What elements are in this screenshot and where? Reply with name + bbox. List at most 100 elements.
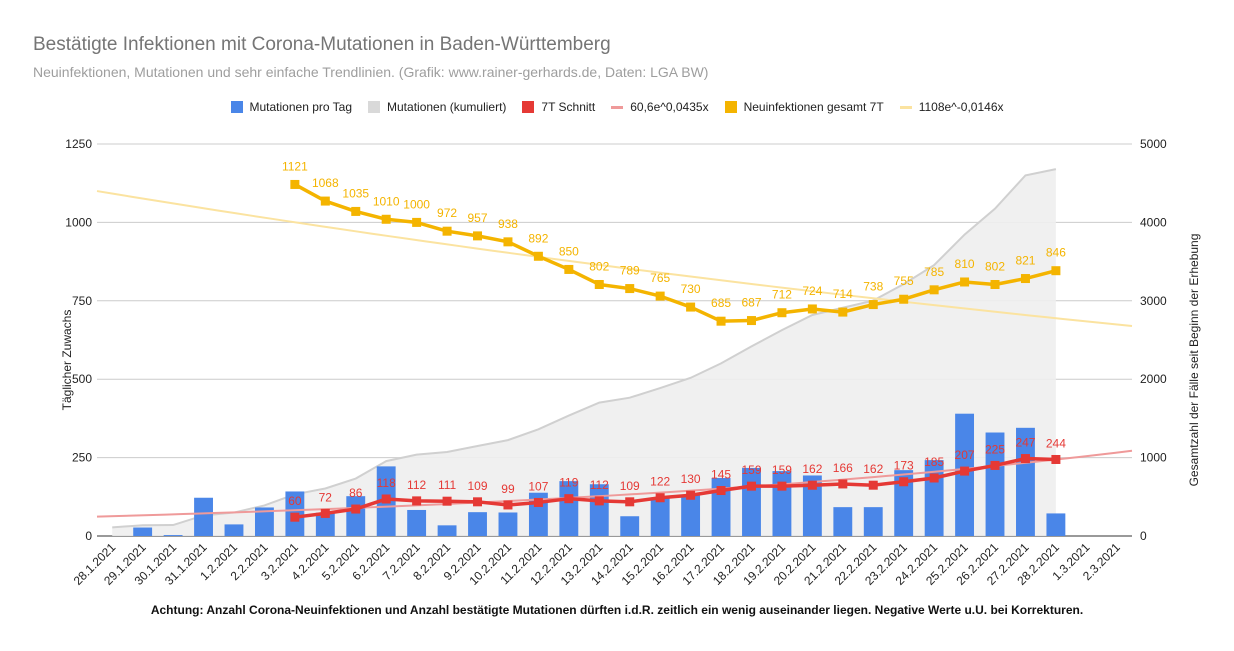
legend-swatch [230, 101, 243, 113]
data-label-neu: 938 [498, 217, 518, 231]
data-label-neu: 1068 [312, 176, 339, 190]
data-point-avg [960, 466, 970, 476]
y-left-tick-label: 750 [72, 294, 92, 308]
data-label-neu: 1010 [373, 194, 400, 208]
data-point-neu [320, 196, 330, 206]
bar [407, 509, 427, 536]
data-label-avg: 173 [894, 459, 914, 473]
data-point-avg [1020, 454, 1030, 464]
y-right-tick-label: 4000 [1140, 215, 1167, 229]
trendline [96, 190, 1133, 328]
data-point-avg [716, 486, 726, 496]
data-label-neu: 846 [1046, 246, 1066, 260]
data-point-avg [868, 480, 878, 490]
bar [802, 475, 822, 536]
data-point-neu [473, 231, 483, 241]
bar [589, 484, 609, 536]
bar [133, 527, 153, 536]
data-label-avg: 185 [924, 455, 944, 469]
data-point-avg [442, 496, 452, 506]
data-point-neu [960, 277, 970, 287]
data-point-neu [716, 316, 726, 326]
chart-title: Bestätigte Infektionen mit Corona-Mutati… [33, 34, 611, 55]
y-right-tick-label: 5000 [1140, 137, 1167, 151]
data-point-neu [594, 279, 604, 289]
data-label-avg: 112 [407, 478, 426, 492]
y-left-tick-label: 1000 [65, 215, 92, 229]
data-label-neu: 724 [802, 284, 822, 298]
data-label-neu: 685 [711, 296, 731, 310]
bar [1016, 427, 1035, 536]
data-label-avg: 130 [681, 472, 701, 486]
data-label-avg: 122 [650, 475, 670, 489]
data-point-neu [1051, 266, 1061, 276]
bar [468, 512, 487, 536]
data-label-neu: 765 [650, 271, 670, 285]
data-point-avg [564, 494, 574, 504]
bar [194, 497, 213, 536]
y-right-tick-label: 1000 [1140, 451, 1167, 465]
data-label-avg: 109 [467, 479, 487, 493]
data-point-neu [625, 284, 635, 294]
data-label-neu: 850 [559, 244, 579, 258]
data-point-neu [838, 307, 848, 317]
bar [742, 467, 761, 536]
legend-label: Mutationen pro Tag [249, 100, 353, 114]
data-point-neu [929, 285, 939, 295]
data-label-neu: 1121 [282, 159, 308, 173]
data-label-neu: 802 [589, 259, 609, 273]
legend-swatch [522, 101, 535, 113]
series-line-avg [294, 456, 1056, 519]
data-label-neu: 785 [924, 265, 944, 279]
data-point-avg [838, 479, 848, 489]
data-label-avg: 159 [772, 463, 792, 477]
y-left-tick-label: 1250 [65, 137, 92, 151]
bar [163, 535, 183, 536]
chart-footnote: Achtung: Anzahl Corona-Neuinfektionen un… [150, 603, 1084, 617]
data-label-avg: 111 [438, 478, 457, 492]
area-cumulative-line [112, 168, 1057, 529]
data-label-avg: 162 [863, 462, 883, 476]
y-left-tick-label: 0 [85, 529, 92, 543]
legend-swatch [724, 101, 737, 113]
data-point-neu [990, 279, 1000, 289]
data-point-neu [655, 291, 665, 301]
bar [681, 495, 701, 536]
data-label-neu: 892 [528, 231, 548, 245]
y-right-axis-title: Gesamtzahl der Fälle seit Beginn der Erh… [1187, 234, 1201, 487]
data-label-neu: 738 [863, 280, 883, 294]
data-point-avg [594, 496, 604, 506]
data-label-avg: 99 [501, 482, 515, 496]
y-left-tick-label: 500 [72, 372, 92, 386]
data-label-avg: 166 [833, 461, 853, 475]
data-point-avg [1051, 454, 1061, 464]
data-label-avg: 86 [349, 486, 363, 500]
legend-swatch [368, 101, 381, 113]
data-label-avg: 107 [528, 479, 548, 493]
bar [833, 507, 853, 536]
data-label-avg: 72 [319, 490, 333, 504]
data-label-neu: 789 [620, 264, 640, 278]
data-label-neu: 714 [833, 287, 853, 301]
data-point-avg [412, 496, 422, 506]
y-left-tick-label: 250 [72, 451, 92, 465]
y-right-tick-label: 3000 [1140, 294, 1167, 308]
data-label-avg: 109 [620, 479, 640, 493]
area-cumulative [112, 169, 1056, 536]
chart-subtitle: Neuinfektionen, Mutationen und sehr einf… [33, 64, 709, 80]
bar [650, 497, 670, 536]
bar [224, 524, 244, 536]
data-label-neu: 712 [772, 288, 792, 302]
bar [559, 481, 579, 536]
legend-label: 60,6e^0,0435x [630, 100, 709, 114]
data-point-neu [503, 237, 513, 247]
legend-swatch [611, 105, 624, 109]
data-point-neu [868, 300, 878, 310]
data-point-neu [899, 294, 909, 304]
data-point-avg [929, 473, 939, 483]
data-point-neu [777, 308, 787, 318]
data-label-neu: 1000 [403, 197, 430, 211]
data-label-avg: 118 [377, 476, 396, 490]
data-label-avg: 225 [985, 442, 1005, 456]
